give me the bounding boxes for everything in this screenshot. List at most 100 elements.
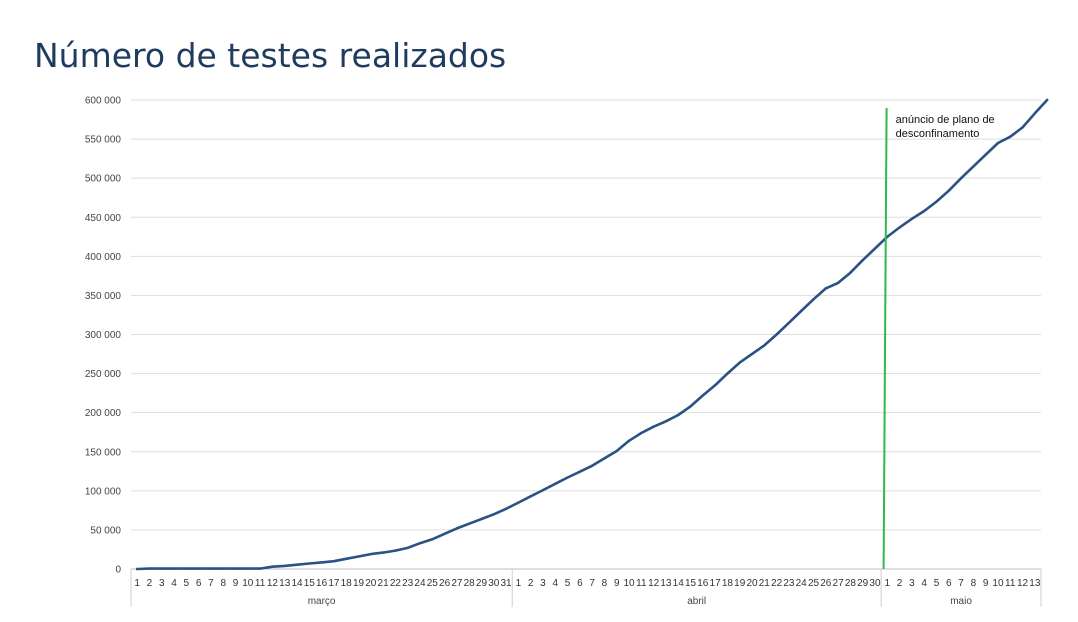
x-tick-label: 29 <box>476 578 488 589</box>
x-tick-label: 8 <box>602 578 608 589</box>
data-point <box>787 321 791 324</box>
data-point <box>836 281 840 285</box>
x-tick-label: 9 <box>233 578 239 589</box>
x-tick-label: 12 <box>648 578 660 589</box>
x-tick-label: 21 <box>378 578 390 589</box>
x-tick-label: 29 <box>857 578 869 589</box>
data-point <box>800 309 803 313</box>
data-point <box>1021 126 1024 129</box>
data-point <box>160 567 163 570</box>
data-point <box>861 259 864 262</box>
x-tick-label: 12 <box>267 578 279 589</box>
data-point <box>984 153 987 156</box>
x-tick-label: 24 <box>796 578 808 589</box>
x-tick-label: 18 <box>722 578 734 589</box>
x-tick-label: 23 <box>783 578 795 589</box>
x-tick-label: 28 <box>845 578 857 589</box>
annotation: anúncio de plano de desconfinamento <box>882 107 995 570</box>
x-tick-label: 19 <box>353 578 365 589</box>
x-tick-label: 13 <box>1029 578 1041 589</box>
data-point <box>566 476 569 479</box>
y-tick-label: 50 000 <box>90 525 121 536</box>
data-point <box>369 552 372 556</box>
x-tick-label: 2 <box>147 578 153 589</box>
x-tick-label: 19 <box>734 578 746 589</box>
data-point <box>935 200 938 203</box>
data-point <box>615 449 618 453</box>
x-tick-label: 11 <box>636 578 647 589</box>
data-point <box>258 567 262 570</box>
x-tick-label: 26 <box>439 578 451 589</box>
x-tick-label: 24 <box>414 578 426 589</box>
data-point <box>603 457 606 460</box>
x-tick-label: 30 <box>869 578 881 589</box>
data-point <box>135 567 139 571</box>
data-point <box>947 189 950 192</box>
y-tick-label: 100 000 <box>85 486 122 497</box>
x-tick-label: 31 <box>501 578 513 589</box>
y-tick-label: 200 000 <box>85 408 122 419</box>
data-point <box>664 420 668 423</box>
x-tick-label: 13 <box>279 578 291 589</box>
x-tick-label: 16 <box>697 578 709 589</box>
data-point <box>738 361 741 364</box>
x-tick-label: 5 <box>184 578 190 589</box>
x-tick-label: 27 <box>833 578 845 589</box>
x-tick-label: 5 <box>565 578 571 589</box>
x-tick-label: 2 <box>897 578 903 589</box>
y-tick-label: 600 000 <box>85 96 122 107</box>
data-point <box>849 271 852 274</box>
y-tick-label: 0 <box>115 565 121 576</box>
month-label: abril <box>687 596 706 607</box>
x-tick-label: 16 <box>316 578 328 589</box>
data-point <box>234 567 237 570</box>
x-tick-label: 10 <box>242 578 254 589</box>
data-point <box>922 209 926 213</box>
y-tick-label: 500 000 <box>85 174 122 185</box>
data-point <box>701 394 705 397</box>
data-point <box>308 562 311 565</box>
data-point <box>972 165 975 168</box>
y-tick-label: 450 000 <box>85 213 122 224</box>
x-tick-label: 20 <box>746 578 758 589</box>
data-point <box>996 141 1000 145</box>
x-tick-label: 30 <box>488 578 500 589</box>
y-tick-label: 400 000 <box>85 252 122 263</box>
data-point <box>898 226 901 229</box>
x-tick-label: 7 <box>958 578 964 589</box>
annotation-text: desconfinamento <box>896 128 980 140</box>
x-tick-label: 5 <box>934 578 940 589</box>
x-tick-label: 15 <box>685 578 697 589</box>
annotation-text: anúncio de plano de <box>896 114 995 126</box>
y-tick-label: 550 000 <box>85 135 122 146</box>
x-tick-label: 21 <box>759 578 771 589</box>
x-tick-label: 1 <box>885 578 891 589</box>
x-tick-label: 11 <box>1005 578 1016 589</box>
x-tick-label: 4 <box>921 578 927 589</box>
data-point <box>394 549 397 552</box>
x-tick-label: 25 <box>808 578 820 589</box>
x-tick-label: 22 <box>771 578 783 589</box>
data-point <box>455 527 459 530</box>
x-tick-label: 7 <box>208 578 214 589</box>
x-tick-label: 18 <box>341 578 353 589</box>
x-tick-label: 6 <box>946 578 952 589</box>
x-tick-label: 3 <box>159 578 165 589</box>
x-tick-label: 8 <box>220 578 226 589</box>
data-point <box>345 557 348 561</box>
x-tick-label: 11 <box>255 578 266 589</box>
data-point <box>209 567 213 570</box>
data-point <box>652 425 655 428</box>
y-axis: 0 50 000 100 000 150 000 200 000 250 000 300 0… <box>85 96 122 576</box>
x-tick-label: 15 <box>304 578 316 589</box>
annotation-line <box>882 107 888 570</box>
data-point <box>283 564 286 568</box>
x-tick-label: 17 <box>710 578 722 589</box>
data-point <box>246 567 250 570</box>
data-point <box>320 561 323 564</box>
data-point <box>959 176 963 180</box>
y-tick-label: 150 000 <box>85 447 122 458</box>
x-tick-label: 22 <box>390 578 402 589</box>
data-point <box>431 538 434 541</box>
